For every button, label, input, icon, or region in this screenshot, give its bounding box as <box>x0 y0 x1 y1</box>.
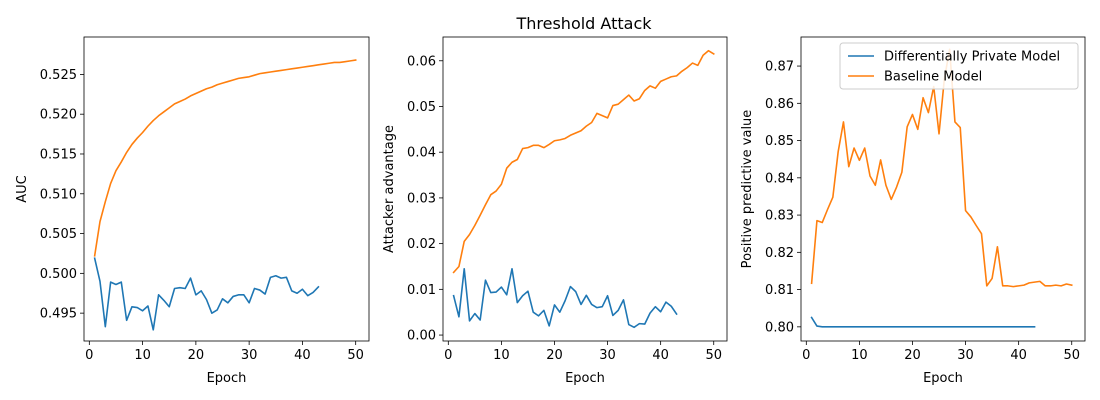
chart-2-x-tick-label: 20 <box>546 348 563 363</box>
chart-2-series-baseline-model <box>452 49 715 274</box>
chart-3-y-tick-label: 0.83 <box>765 209 794 224</box>
chart-3-y-tick-label: 0.81 <box>765 283 794 298</box>
legend-label-baseline-model: Baseline Model <box>884 70 982 85</box>
chart-2-y-axis-label: Attacker advantage <box>382 125 397 253</box>
chart-2-y-tick-label: 0.00 <box>407 329 436 344</box>
chart-3-x-tick-label: 50 <box>1063 348 1080 363</box>
chart-2-x-tick-label: 0 <box>444 348 452 363</box>
chart-2-y-tick-label: 0.02 <box>407 237 436 252</box>
chart-2-y-tick-label: 0.05 <box>407 100 436 115</box>
chart-3-x-tick-label: 40 <box>1010 348 1027 363</box>
chart-3-x-tick-label: 30 <box>957 348 974 363</box>
chart-3-y-tick-label: 0.84 <box>765 171 794 186</box>
chart-3-series-baseline-model <box>810 48 1073 288</box>
chart-3-x-tick-label: 10 <box>851 348 868 363</box>
chart-1-x-tick-label: 10 <box>134 348 151 363</box>
chart-1-y-tick-label: 0.525 <box>40 68 77 83</box>
chart-3-x-tick-label: 20 <box>904 348 921 363</box>
chart-2-x-tick-label: 50 <box>705 348 722 363</box>
chart-3-x-axis-label: Epoch <box>923 371 963 386</box>
chart-panel-3: 0 10 20 30 40 50 0.80 0.81 0.82 0.83 0.84 0.85 0.86 0… <box>740 36 1086 386</box>
chart-1-y-tick-label: 0.505 <box>40 227 77 242</box>
chart-2-axes-frame <box>442 36 728 342</box>
legend-label-differentially-private-model: Differentially Private Model <box>884 50 1060 65</box>
chart-1-y-tick-label: 0.520 <box>40 108 77 123</box>
chart-2-x-tick-label: 30 <box>599 348 616 363</box>
chart-3-y-tick-label: 0.85 <box>765 134 794 149</box>
chart-3-y-tick-label: 0.86 <box>765 97 794 112</box>
chart-3-y-tick-label: 0.80 <box>765 320 794 335</box>
chart-1-x-axis-label: Epoch <box>207 371 247 386</box>
chart-2-y-tick-label: 0.04 <box>407 146 436 161</box>
chart-2-y-tick-label: 0.01 <box>407 283 436 298</box>
chart-1-series-baseline-model <box>93 59 357 257</box>
chart-1-x-tick-label: 0 <box>85 348 93 363</box>
chart-1-series-differentially-private-model <box>93 257 320 331</box>
chart-panel-2: 0 10 20 30 40 50 0.00 0.01 0.02 0.03 0.04 0.05 0.06 E… <box>382 36 728 386</box>
chart-2-x-tick-label: 40 <box>652 348 669 363</box>
chart-1-axes-frame <box>83 36 370 342</box>
chart-1-y-tick-label: 0.500 <box>40 267 77 282</box>
chart-2-series-differentially-private-model <box>452 267 678 329</box>
chart-1-y-tick-label: 0.515 <box>40 147 77 162</box>
chart-legend: Differentially Private Model Baseline Mod… <box>839 42 1079 90</box>
chart-3-y-tick-label: 0.82 <box>765 246 794 261</box>
chart-1-y-axis-label: AUC <box>15 175 30 203</box>
chart-3-axes-frame <box>800 36 1086 342</box>
chart-3-x-tick-label: 0 <box>802 348 810 363</box>
chart-3-series-differentially-private-model <box>810 316 1036 328</box>
chart-1-x-tick-label: 20 <box>188 348 205 363</box>
chart-panel-1: 0 10 20 30 40 50 0.495 0.500 0.505 0.510 0.515 0.52… <box>15 36 370 386</box>
chart-1-x-tick-label: 30 <box>241 348 258 363</box>
chart-2-y-tick-label: 0.03 <box>407 191 436 206</box>
chart-title: Threshold Attack <box>515 14 652 33</box>
chart-panels: 0 10 20 30 40 50 0.495 0.500 0.505 0.510 0.515 0.52… <box>15 36 1086 386</box>
chart-3-y-tick-label: 0.87 <box>765 60 794 75</box>
chart-2-x-tick-label: 10 <box>493 348 510 363</box>
chart-2-y-tick-label: 0.06 <box>407 54 436 69</box>
legend-box <box>839 42 1079 90</box>
chart-1-x-tick-label: 50 <box>347 348 364 363</box>
chart-1-y-tick-label: 0.495 <box>40 307 77 322</box>
chart-1-y-tick-label: 0.510 <box>40 187 77 202</box>
chart-1-x-tick-label: 40 <box>294 348 311 363</box>
chart-2-x-axis-label: Epoch <box>565 371 605 386</box>
chart-3-y-axis-label: Positive predictive value <box>740 110 755 269</box>
